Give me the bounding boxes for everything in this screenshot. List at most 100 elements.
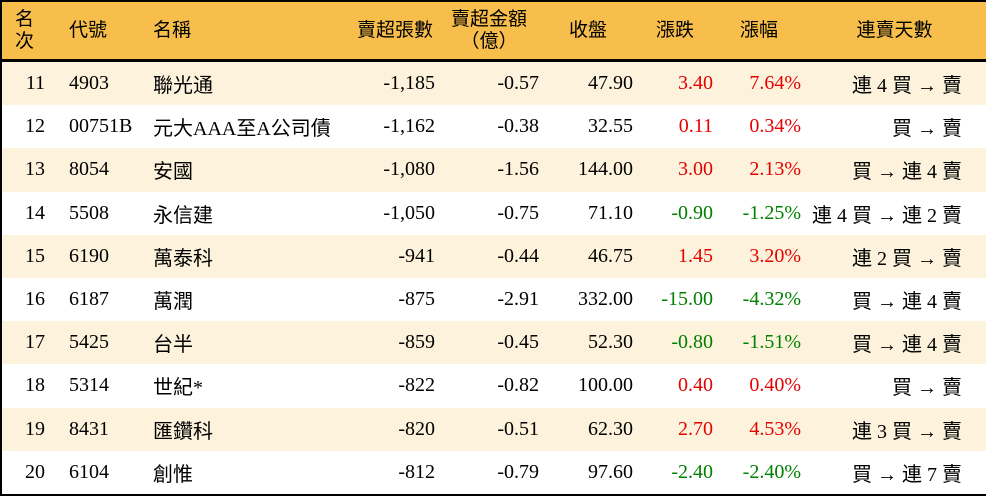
cell-code: 5425 [69,331,109,354]
cell-change-pct: -4.32% [742,288,801,311]
cell-name: 台半 [153,334,193,357]
cell-volume: -1,185 [383,72,435,95]
cell-close: 46.75 [588,244,633,267]
cell-code: 6187 [69,288,109,311]
col-header-sell-amount: 賣超金額 （億） [437,1,541,62]
cell-name: 創惟 [153,463,193,486]
cell-change-pct: 0.34% [749,115,801,138]
cell-close: 32.55 [588,115,633,138]
cell-close: 144.00 [578,158,633,181]
col-header-sell-volume: 賣超張數 [351,1,437,62]
cell-volume: -1,162 [383,115,435,138]
cell-change-pct: 3.20% [749,244,801,267]
table-row: 16 6187 萬潤 -875 -2.91 332.00 -15.00 -4.3… [1,277,986,322]
cell-rank: 15 [25,244,45,267]
cell-name: 萬潤 [153,291,193,314]
col-header-change: 漲跌 [635,1,715,62]
cell-rank: 12 [25,115,45,138]
cell-rank: 17 [25,331,45,354]
cell-streak: 連 4 買 → 連 2 賣 [812,204,962,227]
cell-rank: 20 [25,460,45,483]
cell-volume: -812 [398,460,435,483]
cell-amount: -0.38 [497,115,539,138]
cell-change: -15.00 [661,288,713,311]
col-header-name: 名稱 [135,1,351,62]
cell-streak: 買 → 連 7 賣 [852,463,962,486]
cell-code: 5508 [69,201,109,224]
cell-change: 1.45 [678,244,713,267]
cell-change: -0.80 [671,331,713,354]
cell-rank: 18 [25,374,45,397]
cell-volume: -1,050 [383,201,435,224]
table-row: 11 4903 聯光通 -1,185 -0.57 47.90 3.40 7.64… [1,60,986,106]
cell-name: 元大AAA至A公司債 [153,118,331,141]
col-header-code: 代號 [51,1,135,62]
cell-name: 安國 [153,161,193,184]
cell-change-pct: 4.53% [749,417,801,440]
cell-code: 6104 [69,460,109,483]
cell-name: 匯鑽科 [153,420,213,443]
cell-close: 100.00 [578,374,633,397]
cell-close: 332.00 [578,288,633,311]
cell-streak: 買 → 賣 [892,377,962,400]
table-row: 12 00751B 元大AAA至A公司債 -1,162 -0.38 32.55 … [1,105,986,149]
cell-change-pct: -1.51% [742,331,801,354]
cell-rank: 16 [25,288,45,311]
cell-amount: -2.91 [497,288,539,311]
cell-amount: -0.75 [497,201,539,224]
cell-amount: -0.45 [497,331,539,354]
table-row: 20 6104 創惟 -812 -0.79 97.60 -2.40 -2.40%… [1,450,986,495]
cell-name: 世紀* [153,377,203,400]
table-row: 14 5508 永信建 -1,050 -0.75 71.10 -0.90 -1.… [1,191,986,235]
cell-streak: 連 2 買 → 賣 [852,247,962,270]
cell-rank: 13 [25,158,45,181]
cell-streak: 買 → 連 4 賣 [852,334,962,357]
col-header-close: 收盤 [541,1,635,62]
cell-change-pct: -2.40% [742,460,801,483]
table-row: 19 8431 匯鑽科 -820 -0.51 62.30 2.70 4.53% … [1,407,986,451]
cell-name: 萬泰科 [153,247,213,270]
cell-name: 永信建 [153,204,213,227]
cell-close: 62.30 [588,417,633,440]
cell-change: 2.70 [678,417,713,440]
cell-code: 5314 [69,374,109,397]
cell-change: 0.40 [678,374,713,397]
table-row: 17 5425 台半 -859 -0.45 52.30 -0.80 -1.51%… [1,321,986,365]
cell-change: -2.40 [671,460,713,483]
cell-amount: -1.56 [497,158,539,181]
table-row: 15 6190 萬泰科 -941 -0.44 46.75 1.45 3.20% … [1,234,986,278]
cell-close: 97.60 [588,460,633,483]
cell-volume: -859 [398,331,435,354]
cell-change: 3.40 [678,72,713,95]
cell-rank: 19 [25,417,45,440]
cell-change: 3.00 [678,158,713,181]
cell-code: 6190 [69,244,109,267]
cell-code: 8431 [69,417,109,440]
cell-amount: -0.44 [497,244,539,267]
cell-streak: 買 → 連 4 賣 [852,291,962,314]
cell-close: 52.30 [588,331,633,354]
cell-change: 0.11 [678,115,713,138]
cell-change-pct: 2.13% [749,158,801,181]
cell-rank: 14 [25,201,45,224]
cell-amount: -0.57 [497,72,539,95]
cell-change: -0.90 [671,201,713,224]
header-row: 名次 代號 名稱 賣超張數 賣超金額 （億） 收盤 漲跌 漲幅 連賣天數 [1,1,986,62]
cell-rank: 11 [25,72,45,95]
cell-amount: -0.51 [497,417,539,440]
cell-change-pct: 7.64% [749,72,801,95]
cell-amount: -0.79 [497,460,539,483]
table-row: 18 5314 世紀* -822 -0.82 100.00 0.40 0.40%… [1,364,986,408]
col-header-change-pct: 漲幅 [715,1,803,62]
cell-volume: -822 [398,374,435,397]
cell-volume: -941 [398,244,435,267]
cell-volume: -1,080 [383,158,435,181]
cell-volume: -820 [398,417,435,440]
cell-code: 4903 [69,72,109,95]
table-row: 13 8054 安國 -1,080 -1.56 144.00 3.00 2.13… [1,148,986,192]
col-header-streak: 連賣天數 [803,1,986,62]
cell-name: 聯光通 [153,75,213,98]
cell-code: 8054 [69,158,109,181]
